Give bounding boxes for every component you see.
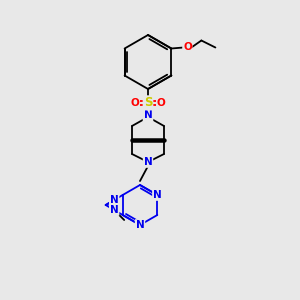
Text: O: O [157, 98, 165, 108]
Text: N: N [110, 205, 118, 215]
Text: N: N [110, 195, 118, 205]
Text: O: O [183, 43, 192, 52]
Text: N: N [144, 112, 152, 122]
Text: O: O [157, 98, 165, 108]
Text: O: O [130, 98, 140, 108]
Text: O: O [183, 43, 192, 52]
Text: O: O [130, 98, 140, 108]
Text: N: N [136, 220, 144, 230]
Text: S: S [144, 97, 152, 110]
Text: N: N [153, 190, 162, 200]
Text: S: S [144, 97, 152, 110]
Text: N: N [144, 157, 152, 167]
Text: N: N [144, 110, 152, 120]
